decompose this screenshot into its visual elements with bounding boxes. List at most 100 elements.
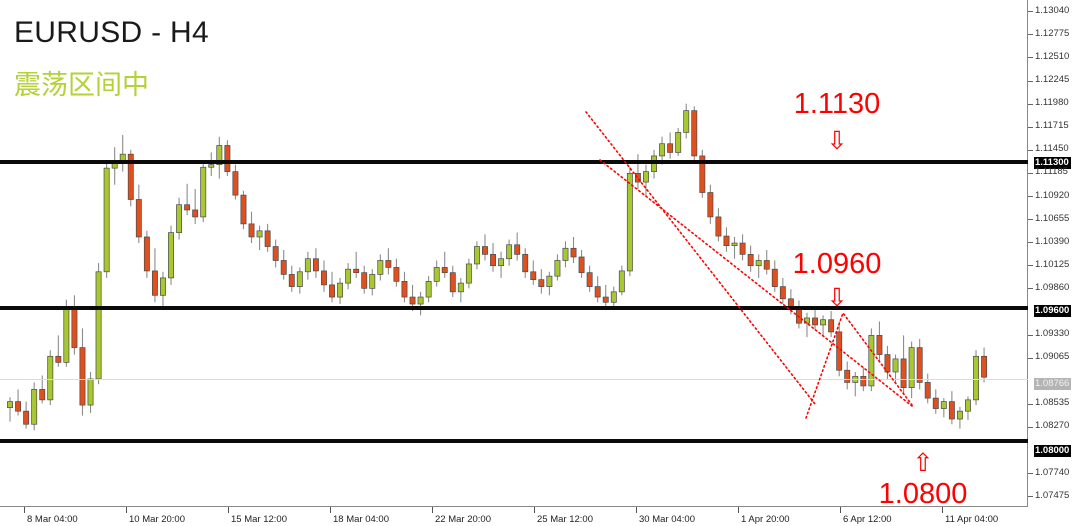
candlestick-series bbox=[7, 103, 988, 431]
candle-bearish bbox=[280, 260, 287, 275]
candle-bullish bbox=[47, 355, 54, 401]
candle-bullish bbox=[554, 260, 561, 277]
axis-tick bbox=[1028, 150, 1033, 151]
candle-bearish bbox=[490, 254, 496, 267]
time-axis-label: 10 Mar 20:00 bbox=[129, 514, 185, 525]
plot-area bbox=[0, 0, 1028, 507]
axis-tick bbox=[1028, 57, 1033, 58]
time-tick bbox=[432, 507, 433, 513]
candle-bullish bbox=[868, 335, 875, 387]
time-axis-label: 15 Mar 12:00 bbox=[231, 514, 287, 525]
candle-bullish bbox=[200, 166, 207, 218]
candle-bearish bbox=[779, 286, 786, 300]
axis-label: 1.09860 bbox=[1035, 281, 1070, 293]
candle-bearish bbox=[707, 192, 714, 218]
candle-bearish bbox=[948, 401, 955, 420]
current-price-tag: 1.08766 bbox=[1034, 378, 1072, 391]
candle-bullish bbox=[216, 145, 223, 165]
candle-bullish bbox=[433, 267, 440, 282]
candle-bullish bbox=[908, 347, 915, 389]
pivot-line-1.0960 bbox=[0, 306, 1028, 310]
support-line-1.0800 bbox=[0, 439, 1028, 443]
candle-bullish bbox=[176, 204, 183, 233]
candle-bearish bbox=[594, 286, 601, 298]
candle-bullish bbox=[675, 132, 682, 153]
candle-bearish bbox=[844, 369, 851, 383]
candle-bullish bbox=[417, 296, 424, 305]
axis-label: 1.11185 bbox=[1035, 166, 1068, 178]
candle-bullish bbox=[820, 319, 827, 326]
candle-bearish bbox=[353, 268, 360, 274]
axis-tick bbox=[1028, 427, 1033, 428]
candle-bearish bbox=[272, 246, 279, 261]
candle-bearish bbox=[876, 335, 883, 355]
axis-label-highlight: 1.08000 bbox=[1034, 444, 1072, 457]
axis-tick bbox=[1028, 496, 1033, 497]
candle-bullish bbox=[296, 271, 303, 287]
candle-bullish bbox=[804, 317, 810, 324]
arrow-up-icon-1.0800: ⇧ bbox=[912, 449, 934, 477]
axis-label: 1.10390 bbox=[1035, 235, 1070, 247]
time-tick bbox=[24, 507, 25, 513]
candle-bullish bbox=[377, 260, 384, 275]
candle-bullish bbox=[168, 232, 174, 279]
time-tick bbox=[636, 507, 637, 513]
candle-bearish bbox=[924, 382, 931, 399]
annotation-price-1.1130: 1.1130 bbox=[793, 88, 881, 120]
candle-bullish bbox=[498, 258, 505, 267]
time-axis-label: 6 Apr 12:00 bbox=[843, 514, 892, 525]
axis-tick bbox=[1028, 196, 1033, 197]
candle-bearish bbox=[321, 270, 327, 286]
projection-overlay bbox=[585, 111, 913, 419]
axis-tick bbox=[1028, 265, 1033, 266]
candle-bullish bbox=[731, 242, 738, 247]
candle-bullish bbox=[755, 260, 762, 267]
axis-tick bbox=[1028, 11, 1033, 12]
candle-bullish bbox=[610, 291, 617, 303]
candle-bullish bbox=[546, 275, 553, 287]
candle-bearish bbox=[441, 267, 448, 274]
axis-label: 1.10920 bbox=[1035, 189, 1070, 201]
candle-bullish bbox=[892, 358, 899, 373]
candle-bearish bbox=[329, 284, 335, 298]
axis-label: 1.11715 bbox=[1035, 120, 1069, 132]
candle-bearish bbox=[312, 258, 319, 272]
candle-bearish bbox=[828, 319, 835, 333]
axis-label: 1.09065 bbox=[1035, 351, 1070, 363]
axis-label: 1.09330 bbox=[1035, 328, 1070, 339]
candle-bullish bbox=[973, 355, 979, 401]
candle-bullish bbox=[506, 244, 513, 260]
candle-bearish bbox=[482, 246, 488, 255]
candle-bearish bbox=[79, 347, 86, 406]
time-axis-label: 22 Mar 20:00 bbox=[435, 514, 491, 525]
trend-channel-lower bbox=[599, 159, 913, 407]
chart-subtitle: 震荡区间中 bbox=[14, 70, 149, 100]
candle-bearish bbox=[932, 397, 939, 409]
candle-bearish bbox=[385, 260, 392, 268]
candle-bearish bbox=[739, 242, 746, 255]
candle-bearish bbox=[248, 223, 255, 238]
candle-bearish bbox=[514, 244, 521, 255]
axis-label: 1.12510 bbox=[1035, 50, 1070, 62]
axis-label-highlight: 1.11300 bbox=[1034, 157, 1071, 170]
candle-bearish bbox=[409, 296, 416, 305]
axis-label: 1.11980 bbox=[1035, 97, 1069, 109]
candle-bearish bbox=[723, 235, 730, 247]
candle-bearish bbox=[401, 281, 408, 298]
candle-bearish bbox=[288, 274, 295, 287]
candle-bullish bbox=[95, 271, 102, 380]
candle-bullish bbox=[562, 247, 569, 261]
candle-bearish bbox=[23, 410, 30, 425]
axis-label: 1.07475 bbox=[1035, 489, 1070, 501]
candle-bullish bbox=[345, 268, 352, 284]
time-axis-label: 11 Apr 04:00 bbox=[945, 514, 999, 525]
axis-tick bbox=[1028, 335, 1033, 336]
axis-tick bbox=[1028, 358, 1033, 359]
candle-bearish bbox=[634, 173, 641, 183]
candle-bearish bbox=[192, 209, 199, 218]
candle-bearish bbox=[691, 110, 698, 157]
axis-tick bbox=[1028, 173, 1033, 174]
candle-bullish bbox=[87, 378, 94, 406]
axis-label: 1.08535 bbox=[1035, 397, 1070, 409]
